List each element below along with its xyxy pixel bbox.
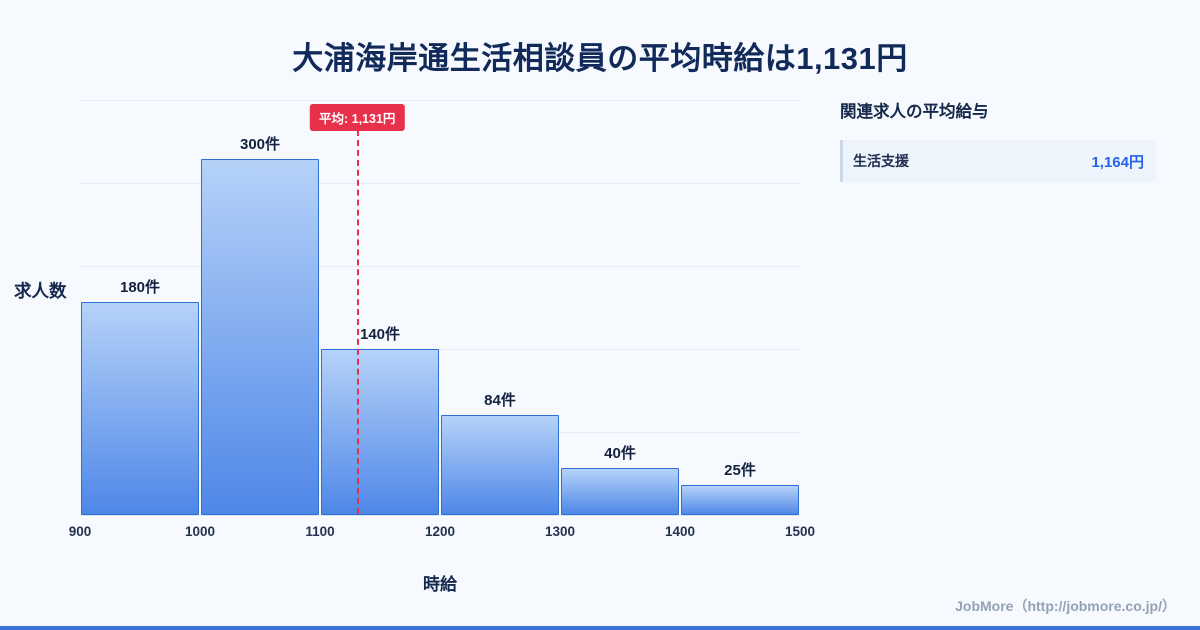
- histogram-bar: [201, 159, 319, 515]
- gridline: [80, 100, 800, 101]
- x-tick-label: 1400: [664, 524, 696, 539]
- gridline: [80, 266, 800, 267]
- gridline: [80, 349, 800, 350]
- x-tick-label: 1200: [424, 524, 456, 539]
- plot-area: 180件 300件 140件 84件 40件 25件 平均: 1,131円: [80, 100, 800, 516]
- related-job-row: 生活支援 1,164円: [840, 140, 1156, 182]
- x-axis-label: 時給: [423, 575, 457, 594]
- bar-value-label: 84件: [484, 392, 516, 410]
- histogram-bar: [681, 485, 799, 515]
- x-tick-label: 1100: [305, 524, 335, 539]
- page-title: 大浦海岸通生活相談員の平均時給は1,131円: [292, 41, 908, 76]
- x-tick-label: 900: [68, 524, 92, 539]
- bar-value-label: 300件: [239, 136, 281, 154]
- average-line: [357, 130, 360, 514]
- bar-value-label: 140件: [359, 326, 401, 343]
- histogram-bar: [321, 349, 439, 515]
- bottom-accent-bar: [0, 626, 1200, 630]
- footer-credit: JobMore（http://jobmore.co.jp/）: [955, 598, 1176, 614]
- histogram-bar: [561, 467, 679, 515]
- histogram-bar: [81, 301, 199, 515]
- average-badge: 平均: 1,131円: [309, 104, 405, 131]
- related-panel-title: 関連求人の平均給与: [840, 103, 989, 121]
- gridline: [80, 515, 800, 516]
- bar-value-label: 40件: [604, 444, 636, 462]
- y-axis-label: 求人数: [14, 281, 67, 301]
- x-tick-label: 1300: [544, 524, 576, 539]
- gridline: [80, 432, 800, 433]
- x-axis-ticks: 900 1000 1100 1200 1300 1400 1500: [69, 524, 815, 544]
- x-tick-label: 1000: [184, 524, 216, 539]
- bar-value-label: 25件: [724, 462, 756, 480]
- gridline: [80, 183, 800, 184]
- histogram-bar: [441, 415, 559, 515]
- x-tick-label: 1500: [784, 524, 816, 539]
- related-job-value: 1,164円: [1091, 153, 1144, 171]
- related-job-label: 生活支援: [853, 153, 909, 169]
- bar-value-label: 180件: [119, 278, 161, 296]
